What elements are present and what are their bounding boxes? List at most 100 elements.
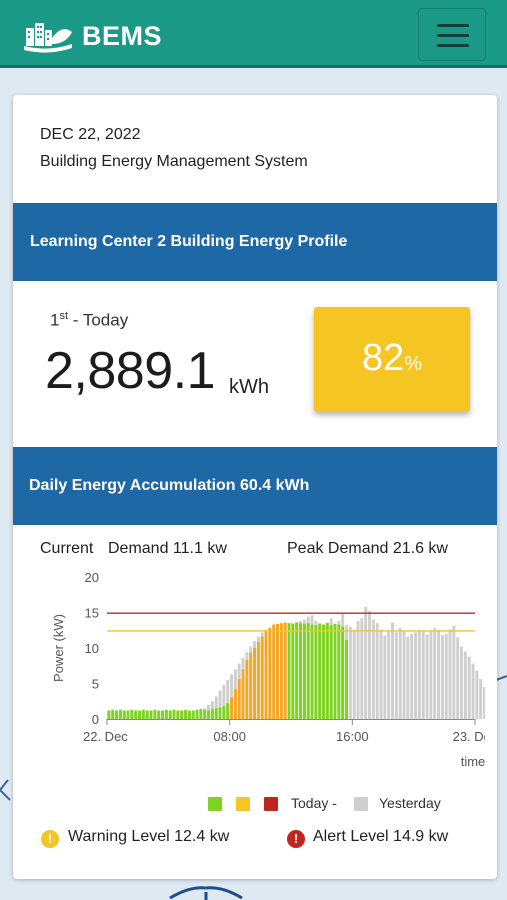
today-bar — [118, 709, 122, 719]
today-bar — [145, 710, 149, 719]
y-tick-label: 20 — [85, 570, 99, 585]
x-tick-label: 16:00 — [336, 729, 369, 744]
legend-swatch-today-low[interactable] — [208, 797, 222, 811]
peak-demand: Peak Demand 21.6 kw — [287, 540, 448, 557]
today-bar — [329, 625, 333, 719]
rank-label: 1st - Today — [50, 310, 128, 331]
yesterday-bar — [479, 679, 483, 719]
today-bar — [276, 623, 279, 719]
yesterday-bar — [356, 621, 360, 719]
today-bar — [191, 710, 195, 719]
power-chart: 0 5 10 15 20 Power (kW) 22. Dec 08:00 16:00 23. D… — [51, 570, 485, 769]
yesterday-bar — [475, 670, 479, 719]
yesterday-bar — [394, 632, 398, 719]
yesterday-bar — [467, 656, 471, 719]
today-bar — [153, 709, 157, 719]
today-bar — [149, 710, 153, 719]
accumulation-title: Daily Energy Accumulation 60.4 kWh — [29, 477, 310, 494]
yesterday-bar — [406, 636, 410, 719]
today-bar — [195, 709, 199, 719]
yesterday-bar — [444, 633, 448, 719]
rank-number: 1 — [50, 310, 60, 330]
warning-icon: ! — [41, 830, 59, 848]
legend-swatch-yesterday[interactable] — [354, 797, 368, 811]
alert-level: Alert Level 14.9 kw — [313, 828, 449, 845]
today-bar — [233, 689, 237, 719]
hamburger-menu-icon-line — [437, 44, 469, 47]
yesterday-bar — [379, 630, 383, 719]
today-bar — [306, 623, 310, 719]
y-axis-title: Power (kW) — [51, 614, 66, 682]
current-demand: Demand 11.1 kw — [108, 540, 227, 557]
today-bar — [168, 710, 172, 719]
today-bar — [180, 710, 184, 719]
energy-value: 2,889.1 — [45, 342, 216, 400]
legend-today-label[interactable]: Today - — [291, 795, 337, 811]
energy-profile-card: DEC 22, 2022 Building Energy Management … — [13, 95, 497, 879]
yesterday-bar — [425, 634, 429, 719]
today-bar — [287, 623, 291, 719]
today-bar — [318, 623, 322, 719]
menu-toggle-button[interactable] — [418, 8, 486, 61]
percent-value: 82 — [361, 337, 405, 379]
yesterday-bar — [218, 690, 222, 719]
energy-unit: kWh — [229, 376, 269, 398]
today-bar — [111, 709, 115, 719]
legend-swatch-today-mid[interactable] — [236, 797, 250, 811]
yesterday-bar — [222, 684, 226, 719]
yesterday-bar — [391, 622, 394, 719]
today-bar — [283, 622, 287, 719]
today-bar — [210, 709, 214, 719]
x-tick-label: 22. Dec — [83, 729, 128, 744]
today-bar — [295, 622, 299, 719]
today-bar — [333, 623, 337, 719]
yesterday-bar — [371, 619, 375, 719]
today-bar — [310, 624, 314, 719]
rank-suffix: st — [59, 310, 69, 322]
today-bar — [299, 623, 302, 719]
yesterday-bar — [421, 630, 425, 719]
today-bar — [226, 703, 230, 719]
y-tick-label: 0 — [92, 712, 99, 727]
today-bar — [279, 623, 283, 719]
x-tick-label: 23. Dec — [453, 729, 485, 744]
today-bar — [245, 660, 249, 719]
today-bar — [241, 669, 245, 719]
today-bar — [302, 623, 306, 719]
yesterday-bar — [471, 663, 475, 719]
report-date: DEC 22, 2022 — [40, 126, 141, 143]
yesterday-bar — [483, 687, 485, 719]
yesterday-bar — [387, 631, 391, 719]
legend-yesterday-label[interactable]: Yesterday — [379, 795, 441, 811]
yesterday-bar — [364, 606, 368, 719]
today-bar — [268, 628, 272, 719]
accumulation-band: Daily Energy Accumulation 60.4 kWh — [13, 447, 497, 525]
chart-legend: Today - Yesterday — [13, 795, 497, 815]
today-bar — [322, 624, 325, 719]
brand-title[interactable]: BEMS — [82, 21, 163, 51]
legend-swatch-today-high[interactable] — [264, 797, 278, 811]
yesterday-bar — [414, 632, 417, 719]
today-bar — [187, 710, 191, 719]
system-name: Building Energy Management System — [40, 153, 308, 170]
y-tick-label: 15 — [85, 606, 99, 621]
today-bar — [260, 636, 264, 719]
yesterday-bar — [440, 635, 444, 719]
yesterday-bar — [433, 628, 437, 719]
percent-badge: 82% — [314, 307, 470, 412]
today-bar — [230, 697, 233, 719]
today-bar — [176, 710, 180, 719]
today-bar — [122, 710, 126, 719]
yesterday-bar — [429, 631, 433, 719]
yesterday-bar — [463, 651, 467, 719]
today-bar — [256, 642, 260, 719]
profile-title-band: Learning Center 2 Building Energy Profil… — [13, 203, 497, 281]
today-bar — [141, 709, 145, 719]
today-bar — [157, 710, 161, 719]
yesterday-bar — [375, 623, 379, 719]
top-navigation-bar: BEMS — [0, 0, 507, 68]
today-bar — [253, 648, 256, 719]
today-bar — [314, 625, 318, 719]
y-tick-label: 10 — [85, 641, 99, 656]
today-bar — [337, 624, 341, 719]
